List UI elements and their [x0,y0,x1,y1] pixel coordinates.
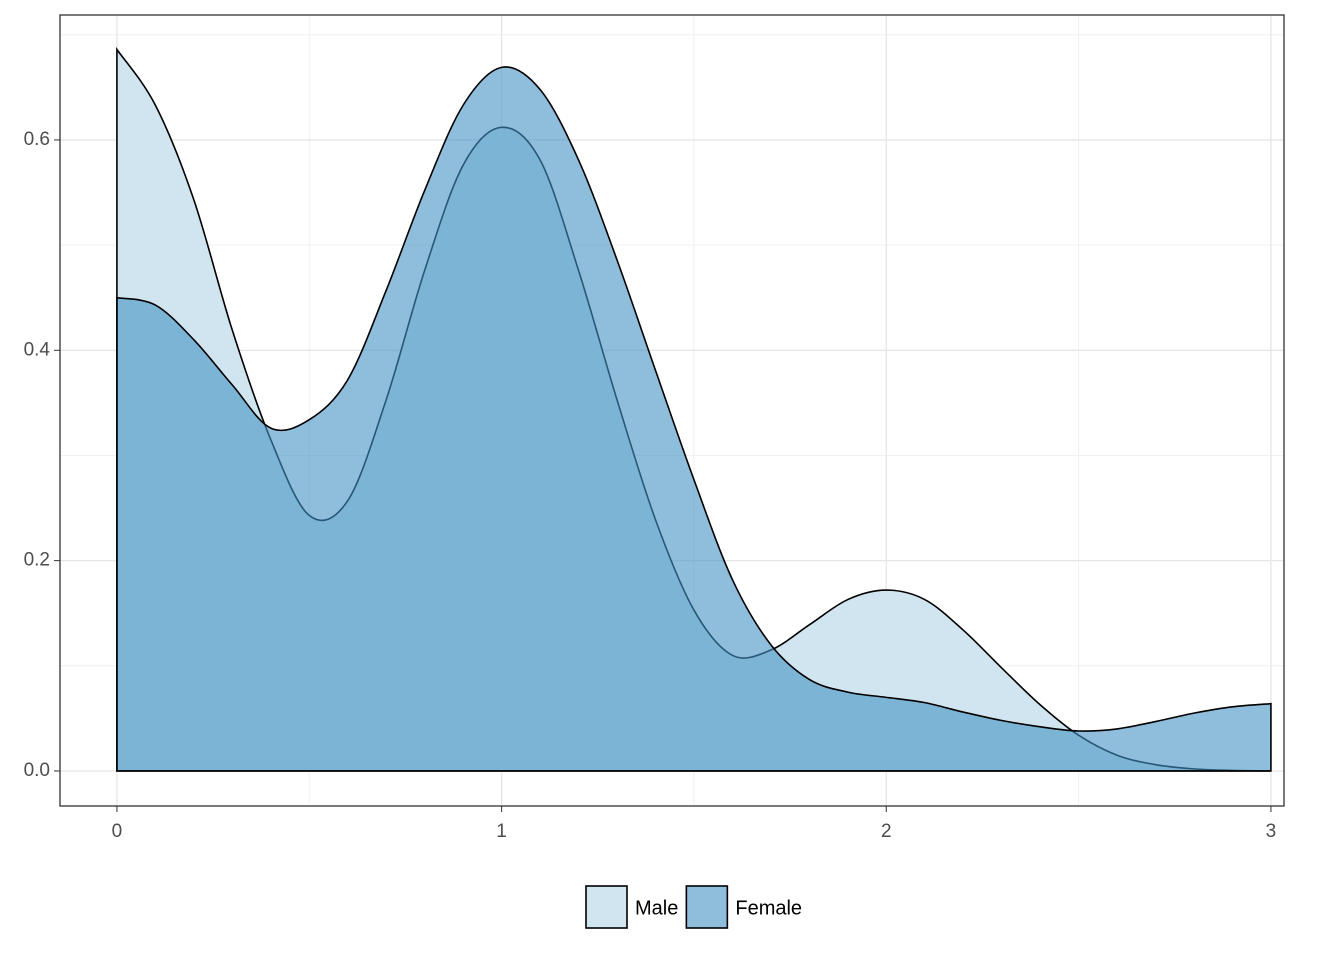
density-area [116,66,1272,772]
y-tick-label: 0.0 [24,760,50,781]
legend-key [585,885,628,929]
legend-label: Male [635,897,678,919]
x-tick-label: 1 [496,821,507,842]
panel-border [59,14,1285,807]
y-tick-label: 0.4 [24,339,51,360]
legend-label: Female [735,897,802,919]
x-tick-label: 3 [1266,821,1277,842]
x-tick-label: 2 [881,821,892,842]
legend-key [685,885,729,929]
y-tick-label: 0.2 [24,550,50,571]
x-tick-label: 0 [112,821,123,842]
y-tick-label: 0.6 [24,129,50,150]
legend: Male Female [585,885,802,929]
